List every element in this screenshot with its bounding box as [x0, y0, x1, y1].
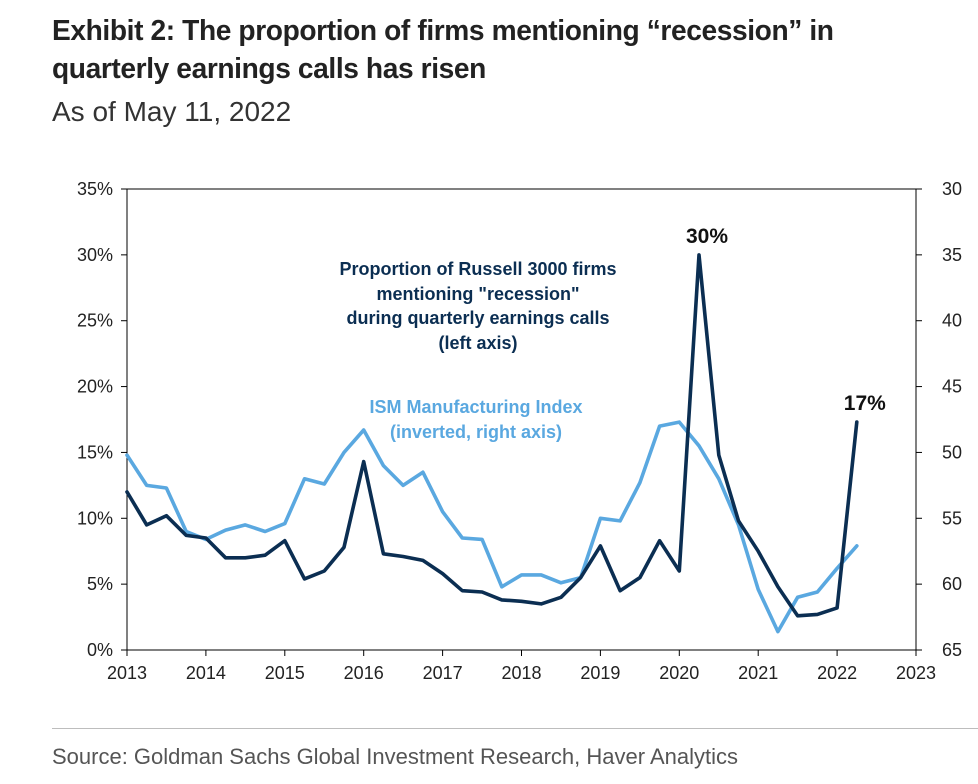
right-tick-label: 55 — [942, 508, 962, 528]
chart-title: Exhibit 2: The proportion of firms menti… — [52, 12, 925, 88]
chart-subtitle: As of May 11, 2022 — [52, 96, 292, 127]
x-tick-label: 2014 — [186, 663, 226, 683]
ism-index-line — [125, 420, 859, 634]
recession-series-label: (left axis) — [438, 333, 517, 353]
ism-series-label: (inverted, right axis) — [390, 422, 562, 442]
x-axis-ticks: 2013 2014 2015 2016 2017 2018 2019 2020 2021 2022… — [107, 650, 936, 683]
chart-title-line-2: quarterly earnings calls has risen — [52, 53, 486, 85]
x-tick-label: 2017 — [423, 663, 463, 683]
source-note: Source: Goldman Sachs Global Investment … — [52, 744, 738, 769]
left-tick-label: 35% — [77, 179, 113, 199]
x-tick-label: 2015 — [265, 663, 305, 683]
right-tick-label: 50 — [942, 442, 962, 462]
right-tick-label: 40 — [942, 311, 962, 331]
annotations: 30% 17% — [686, 225, 886, 415]
right-tick-label: 60 — [942, 574, 962, 594]
right-tick-label: 30 — [942, 179, 962, 199]
footer-divider — [52, 728, 978, 729]
left-axis-ticks: 0% 5% 10% 15% 20% 25% 30% 35% — [77, 179, 127, 660]
series-lines — [125, 253, 859, 634]
left-tick-label: 15% — [77, 442, 113, 462]
x-tick-label: 2022 — [817, 663, 857, 683]
left-tick-label: 25% — [77, 311, 113, 331]
left-tick-label: 30% — [77, 245, 113, 265]
chart-title-line-1: Exhibit 2: The proportion of firms menti… — [52, 15, 834, 47]
x-tick-label: 2019 — [580, 663, 620, 683]
recession-series-label: mentioning "recession" — [376, 284, 579, 304]
x-tick-label: 2020 — [659, 663, 699, 683]
right-axis-ticks: 65 60 55 50 45 40 35 30 — [916, 179, 962, 660]
x-tick-label: 2021 — [738, 663, 778, 683]
recession-series-label: during quarterly earnings calls — [346, 308, 609, 328]
ism-series-label: ISM Manufacturing Index — [369, 397, 582, 417]
left-tick-label: 0% — [87, 640, 113, 660]
left-tick-label: 20% — [77, 377, 113, 397]
series-labels: Proportion of Russell 3000 firms mentioni… — [339, 259, 616, 442]
x-tick-label: 2013 — [107, 663, 147, 683]
right-tick-label: 35 — [942, 245, 962, 265]
right-tick-label: 65 — [942, 640, 962, 660]
x-tick-label: 2018 — [501, 663, 541, 683]
right-tick-label: 45 — [942, 377, 962, 397]
peak-annotation: 17% — [844, 392, 886, 415]
left-tick-label: 10% — [77, 508, 113, 528]
peak-annotation: 30% — [686, 225, 728, 248]
x-tick-label: 2023 — [896, 663, 936, 683]
recession-series-label: Proportion of Russell 3000 firms — [339, 259, 616, 279]
recession-mentions-line — [125, 253, 859, 618]
left-tick-label: 5% — [87, 574, 113, 594]
x-tick-label: 2016 — [344, 663, 384, 683]
